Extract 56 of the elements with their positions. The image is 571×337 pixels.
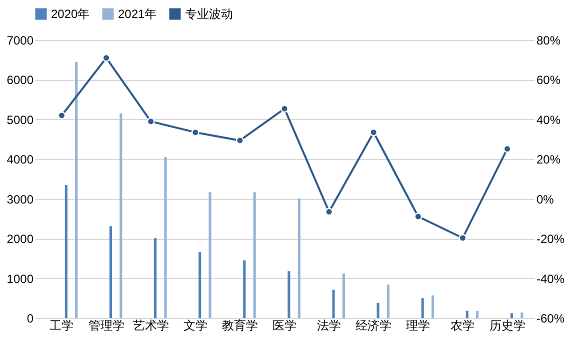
bar	[198, 252, 202, 318]
x-tick-label: 农学	[450, 318, 475, 332]
bar	[64, 184, 68, 318]
legend-label: 2021年	[118, 7, 157, 21]
bar	[342, 274, 345, 318]
bar	[421, 298, 424, 318]
bar	[466, 310, 468, 318]
y2-tick-label: 0%	[536, 192, 554, 206]
y2-tick-label: 20%	[536, 152, 561, 167]
point	[236, 136, 244, 144]
bar	[208, 192, 212, 318]
x-tick-label: 管理学	[88, 318, 124, 332]
bar	[510, 313, 513, 318]
x-tick-label: 工学	[50, 318, 74, 332]
bar	[332, 290, 335, 318]
y-tick-label: 7000	[6, 34, 34, 48]
y-tick-label: 4000	[6, 152, 34, 167]
x-tick-label: 法学	[317, 318, 342, 332]
bar	[109, 226, 112, 318]
y-tick-label: 1000	[6, 272, 34, 286]
bar	[476, 310, 479, 318]
x-tick-label: 文学	[183, 318, 208, 332]
y-tick-label: 5000	[6, 112, 34, 127]
bar	[432, 295, 434, 318]
x-tick-label: 经济学	[356, 318, 392, 332]
bar	[154, 238, 157, 318]
bar	[253, 192, 256, 318]
bar	[120, 113, 122, 318]
point	[458, 234, 467, 242]
x-tick-label: 理学	[406, 318, 430, 332]
x-tick-label: 历史学	[489, 318, 526, 332]
bar	[164, 157, 167, 318]
y2-tick-label: 40%	[536, 112, 561, 127]
x-tick-label: 医学	[272, 318, 296, 332]
y2-tick-label: 80%	[536, 34, 561, 48]
bar	[520, 312, 524, 318]
point	[146, 117, 155, 126]
point	[414, 212, 422, 220]
x-tick-label: 艺术学	[132, 318, 169, 332]
y-tick-label: 2000	[6, 232, 34, 246]
bar	[376, 302, 380, 318]
y-tick-label: 0	[26, 312, 34, 326]
x-tick-label: 教育学	[222, 318, 258, 332]
bar	[75, 62, 78, 318]
legend-label: 2020年	[51, 7, 90, 21]
y-tick-label: 3000	[6, 192, 34, 206]
bar	[243, 260, 246, 318]
y2-tick-label: 60%	[536, 73, 561, 88]
legend-label: 专业波动	[185, 7, 233, 21]
y2-tick-label: -60%	[536, 312, 565, 326]
y2-tick-label: -20%	[536, 232, 565, 246]
y-tick-label: 6000	[6, 73, 34, 88]
y2-tick-label: -40%	[536, 272, 565, 286]
bar	[298, 198, 300, 318]
bar	[288, 271, 290, 318]
bar	[386, 284, 390, 318]
